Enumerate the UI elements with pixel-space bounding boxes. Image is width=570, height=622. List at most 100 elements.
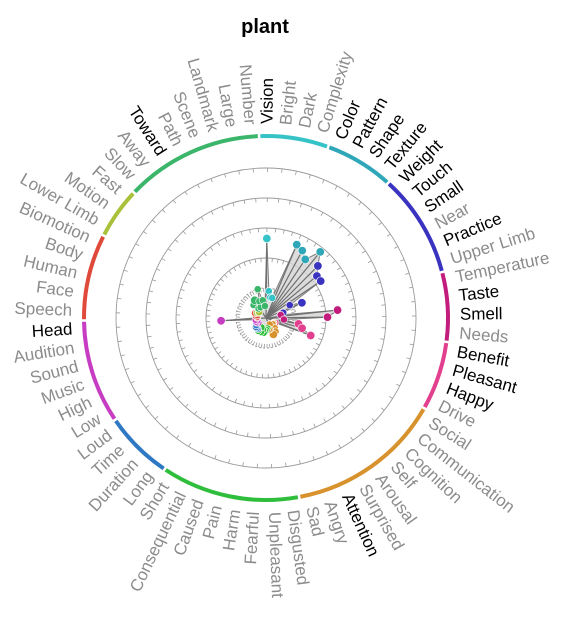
- ring-tick: [203, 252, 207, 257]
- ring-tick: [295, 171, 297, 176]
- ring-tick: [243, 401, 245, 406]
- ring-tick: [350, 436, 354, 441]
- ring-tick: [292, 430, 294, 435]
- ring-tick: [240, 331, 244, 334]
- ring-tick: [322, 179, 325, 184]
- ring-tick: [310, 207, 313, 212]
- ring-tick: [315, 342, 320, 346]
- ring-tick: [302, 427, 306, 432]
- ring-tick: [315, 289, 319, 292]
- ring-tick: [206, 309, 211, 312]
- ring-tick: [289, 329, 293, 332]
- label-unpleasant: Unpleasant: [265, 512, 287, 599]
- chart-title: plant: [241, 16, 289, 38]
- ring-tick: [285, 462, 287, 467]
- ring-tick: [245, 370, 248, 375]
- ring-tick: [226, 395, 230, 400]
- ring-tick: [203, 417, 207, 422]
- ring-tick: [286, 333, 290, 337]
- spoke-small: [265, 280, 322, 319]
- ring-tick: [237, 308, 242, 311]
- spoke-color: [265, 244, 298, 319]
- ring-tick: [409, 343, 414, 346]
- ring-tick: [242, 462, 244, 467]
- ring-tick: [229, 362, 233, 367]
- label-speech: Speech: [14, 299, 72, 320]
- group-arc-1: [328, 145, 389, 184]
- ring-tick: [283, 370, 286, 375]
- ring-tick: [220, 278, 224, 282]
- ring-tick: [321, 327, 326, 330]
- ring-tick: [249, 260, 251, 265]
- ring-tick: [232, 202, 235, 207]
- ring-tick: [249, 229, 251, 234]
- ring-tick: [319, 299, 324, 302]
- ring-tick: [284, 335, 289, 339]
- ring-tick: [278, 340, 282, 345]
- point-small: [316, 276, 326, 286]
- ring-tick: [120, 354, 125, 357]
- ring-tick: [355, 241, 359, 245]
- ring-tick: [244, 296, 249, 300]
- group-arc-7: [114, 419, 165, 471]
- ring-tick: [245, 337, 249, 341]
- ring-tick: [236, 321, 241, 324]
- ring-tick: [125, 367, 130, 371]
- ring-tick: [167, 248, 172, 252]
- ring-tick: [117, 297, 122, 300]
- ring-tick: [357, 389, 361, 393]
- ring-tick: [247, 338, 251, 343]
- ring-tick: [119, 283, 124, 286]
- group-arc-6: [164, 468, 299, 502]
- group-arc-11: [133, 134, 258, 194]
- ring-tick: [145, 405, 150, 409]
- ring-tick: [180, 288, 185, 291]
- label-smell: Smell: [460, 304, 503, 324]
- ring-tick: [318, 338, 323, 341]
- ring-tick: [373, 359, 378, 363]
- ring-tick: [149, 290, 154, 293]
- ring-tick: [169, 387, 174, 391]
- ring-tick: [339, 224, 343, 229]
- ring-tick: [348, 341, 353, 343]
- ring-tick: [210, 178, 213, 183]
- ring-tick: [197, 184, 200, 189]
- ring-tick: [315, 387, 319, 392]
- ring-tick: [207, 331, 212, 334]
- point-weight: [313, 261, 323, 271]
- point-landmark: [253, 285, 262, 294]
- ring-tick: [251, 402, 254, 407]
- ring-tick: [269, 343, 271, 348]
- ring-tick: [328, 376, 332, 381]
- ring-tick: [349, 397, 354, 401]
- ring-tick: [341, 405, 345, 409]
- ring-tick: [386, 233, 391, 237]
- ring-tick: [128, 256, 133, 259]
- ring-tick: [237, 326, 242, 329]
- group-arc-4: [423, 342, 449, 408]
- ring-tick: [239, 302, 244, 306]
- ring-tick: [388, 395, 393, 399]
- ring-tick: [214, 455, 217, 460]
- ring-tick: [233, 267, 237, 272]
- ring-tick: [332, 412, 336, 417]
- ring-tick: [379, 292, 384, 295]
- point-complexity: [268, 294, 277, 302]
- ring-tick: [238, 305, 243, 308]
- ring-tick: [338, 444, 342, 449]
- ring-tick: [271, 343, 274, 348]
- ring-tick: [154, 416, 159, 420]
- ring-tick: [224, 173, 227, 178]
- ring-tick: [207, 304, 212, 306]
- ring-tick: [243, 262, 246, 267]
- ring-tick: [183, 280, 188, 284]
- ring-tick: [250, 372, 253, 377]
- ring-tick: [247, 294, 251, 298]
- point-pleasant: [297, 323, 307, 333]
- group-arc-5: [299, 408, 426, 499]
- ring-tick: [337, 267, 341, 271]
- ring-tick: [193, 369, 198, 373]
- ring-tick: [405, 272, 410, 275]
- spoke-weight: [265, 265, 319, 319]
- ring-tick: [217, 351, 222, 355]
